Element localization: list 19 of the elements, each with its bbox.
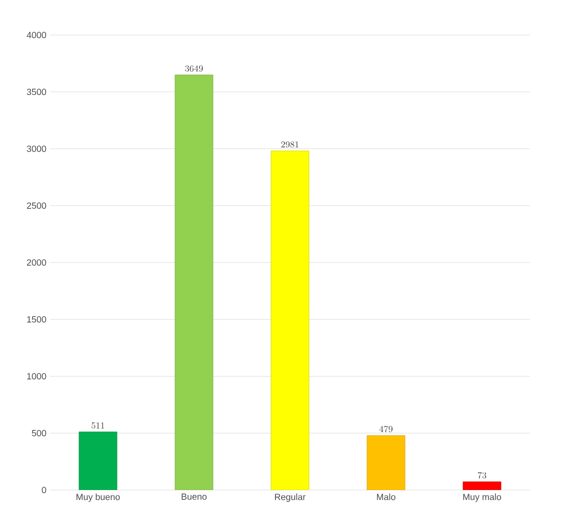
data-label: 479: [379, 426, 393, 432]
y-tick-label: 2500: [26, 202, 46, 209]
x-tick-label: Regular: [275, 494, 306, 502]
x-tick-label: Malo: [377, 494, 396, 500]
y-tick-label: 1500: [27, 316, 46, 323]
x-tick-label: Muy malo: [463, 494, 502, 502]
y-tick-label: 3500: [26, 88, 46, 96]
data-label: 3649: [185, 65, 203, 72]
y-tick-label: 500: [32, 430, 46, 436]
y-tick-label: 3000: [26, 146, 46, 152]
x-tick-label: Bueno: [182, 494, 207, 500]
y-tick-label: 2000: [26, 259, 46, 266]
data-label: 511: [92, 422, 104, 429]
x-tick-label: Muy bueno: [76, 494, 120, 502]
y-tick-label: 4000: [26, 32, 46, 38]
data-label: 2981: [281, 141, 298, 148]
y-tick-label: 1000: [27, 373, 46, 380]
data-label: 73: [478, 472, 486, 478]
y-tick-label: 0: [42, 486, 46, 494]
